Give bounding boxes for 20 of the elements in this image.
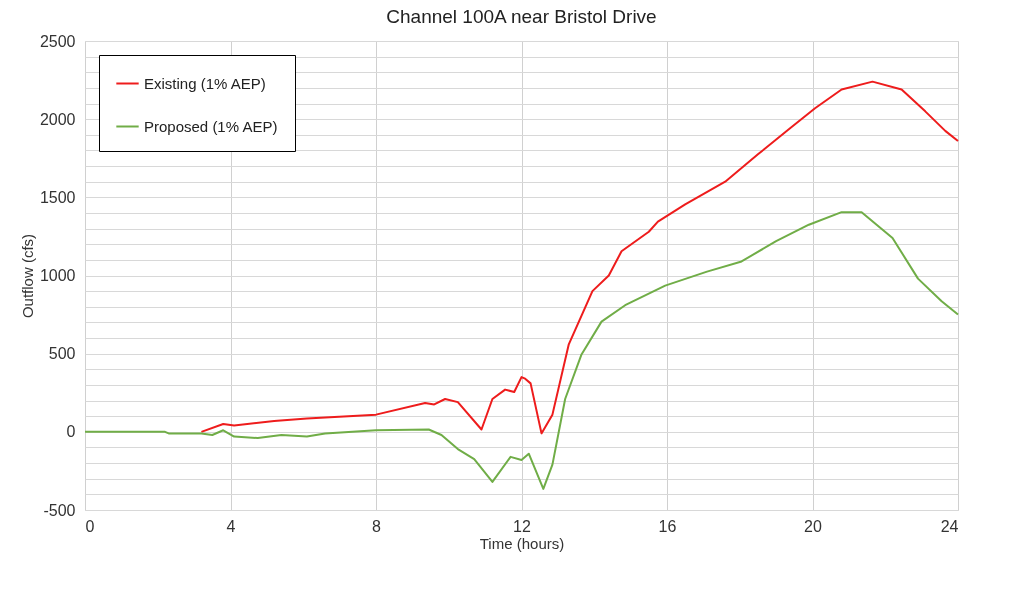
y-axis-title: Outflow (cfs) [18, 233, 36, 319]
chart-title: Channel 100A near Bristol Drive [386, 6, 657, 27]
y-tick-label: 2500 [39, 32, 76, 50]
line-series [84, 211, 959, 490]
x-tick-label: 8 [372, 517, 382, 535]
x-tick-label: 20 [804, 517, 822, 535]
x-tick-label: 24 [940, 517, 959, 535]
x-tick-label: 16 [658, 517, 677, 535]
y-tick-label: 2000 [39, 110, 76, 128]
y-tick-label: 0 [66, 423, 76, 441]
legend-label: Proposed (1% AEP) [144, 117, 278, 135]
y-tick-label: 500 [48, 345, 76, 363]
x-axis-title: Time (hours) [479, 534, 565, 552]
y-tick-label: -500 [43, 501, 76, 519]
y-tick-label: 1500 [39, 188, 76, 206]
x-tick-label: 4 [226, 517, 236, 535]
x-tick-label: 12 [513, 517, 531, 535]
x-tick-label: 0 [85, 517, 95, 535]
y-tick-label: 1000 [39, 267, 76, 284]
legend-label: Existing (1% AEP) [144, 74, 266, 92]
